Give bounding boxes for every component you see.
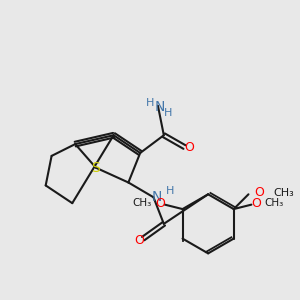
Text: H: H xyxy=(164,108,172,118)
Text: O: O xyxy=(255,186,265,199)
Text: S: S xyxy=(92,161,100,175)
Text: O: O xyxy=(251,197,261,210)
Text: CH₃: CH₃ xyxy=(274,188,294,198)
Text: CH₃: CH₃ xyxy=(265,198,284,208)
Text: O: O xyxy=(134,234,144,247)
Text: H: H xyxy=(166,186,174,196)
Text: O: O xyxy=(155,197,165,210)
Text: O: O xyxy=(184,140,194,154)
Text: N: N xyxy=(152,190,162,204)
Text: CH₃: CH₃ xyxy=(132,198,152,208)
Text: H: H xyxy=(146,98,155,108)
Text: N: N xyxy=(154,100,165,114)
